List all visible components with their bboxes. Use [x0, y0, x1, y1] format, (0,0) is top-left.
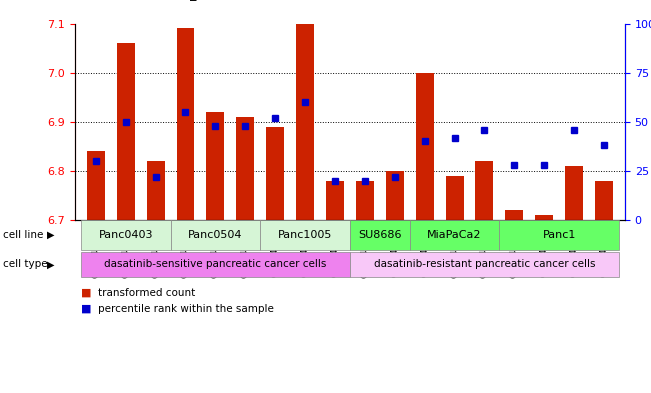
Text: dasatinib-sensitive pancreatic cancer cells: dasatinib-sensitive pancreatic cancer ce… [104, 259, 327, 269]
Bar [595, 181, 613, 220]
Text: cell line: cell line [3, 230, 44, 240]
Bar [296, 24, 314, 220]
Bar [505, 210, 523, 220]
Text: SU8686: SU8686 [358, 230, 402, 240]
Bar [445, 176, 464, 220]
Bar [206, 112, 225, 220]
Bar [117, 43, 135, 220]
Bar [176, 29, 195, 220]
Bar [535, 215, 553, 220]
Text: Panc0504: Panc0504 [188, 230, 243, 240]
Text: transformed count: transformed count [98, 288, 195, 298]
Text: ■: ■ [81, 288, 92, 298]
Text: Panc1: Panc1 [542, 230, 576, 240]
Bar [87, 151, 105, 220]
Text: Panc0403: Panc0403 [98, 230, 153, 240]
Bar [386, 171, 404, 220]
Text: percentile rank within the sample: percentile rank within the sample [98, 303, 273, 314]
Bar [416, 73, 434, 220]
Bar [565, 166, 583, 220]
Text: dasatinib-resistant pancreatic cancer cells: dasatinib-resistant pancreatic cancer ce… [374, 259, 595, 269]
Text: ▶: ▶ [47, 259, 55, 269]
Bar [236, 117, 255, 220]
Bar [266, 127, 284, 220]
Text: MiaPaCa2: MiaPaCa2 [427, 230, 482, 240]
Text: cell type: cell type [3, 259, 48, 269]
Bar [146, 161, 165, 220]
Bar [326, 181, 344, 220]
Text: Panc1005: Panc1005 [278, 230, 332, 240]
Bar [475, 161, 493, 220]
Bar [356, 181, 374, 220]
Text: ■: ■ [81, 303, 92, 314]
Text: ▶: ▶ [47, 230, 55, 240]
